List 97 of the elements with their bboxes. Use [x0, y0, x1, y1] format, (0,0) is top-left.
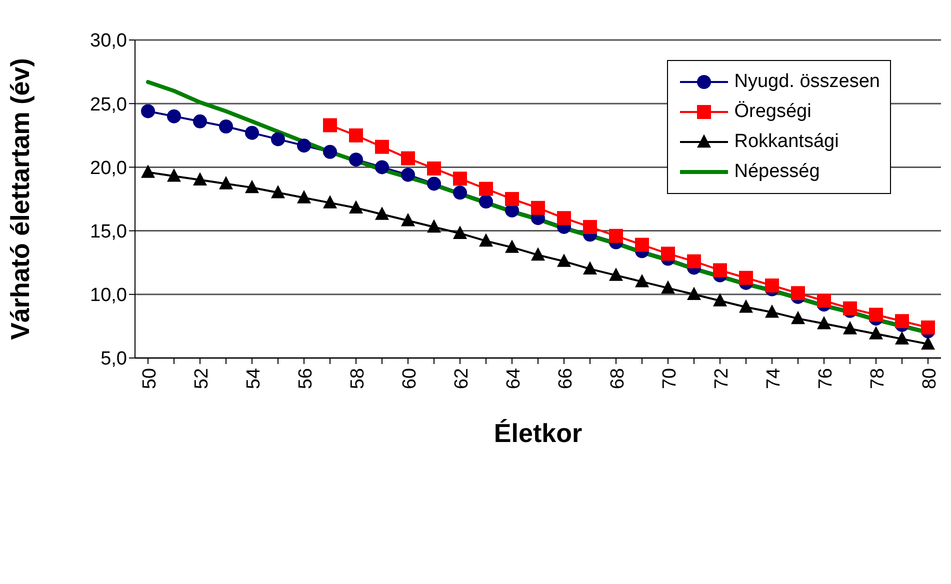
x-tick-label: 56: [295, 368, 316, 390]
point: [141, 104, 155, 118]
x-tick-label: 70: [659, 368, 680, 390]
point: [375, 160, 389, 174]
y-axis-title: Várható élettartam (év): [5, 58, 36, 340]
x-tick-label: 50: [139, 368, 160, 390]
point: [245, 126, 259, 140]
point: [635, 274, 649, 288]
point: [453, 226, 467, 239]
point: [167, 168, 181, 182]
x-tick-label: 58: [347, 368, 368, 390]
y-tick-label: 10,0: [90, 285, 127, 306]
point: [687, 286, 701, 300]
point: [427, 219, 441, 233]
x-tick-label: 78: [867, 368, 888, 390]
point: [453, 186, 467, 200]
point: [869, 326, 883, 340]
point: [765, 278, 779, 292]
point: [349, 152, 363, 167]
point: [193, 114, 207, 128]
point: [193, 172, 207, 186]
point: [713, 293, 727, 306]
point: [167, 109, 181, 124]
point: [817, 316, 831, 330]
point: [505, 192, 519, 206]
point: [869, 308, 883, 322]
point: [349, 200, 363, 214]
point: [661, 280, 675, 294]
point: [635, 238, 649, 252]
point: [141, 164, 155, 178]
point: [739, 299, 753, 313]
y-tick-label: 5,0: [100, 348, 127, 370]
point: [583, 261, 597, 275]
point: [765, 304, 779, 318]
x-tick-label: 74: [763, 368, 784, 390]
point: [531, 200, 545, 215]
legend-label: Nyugd. összesen: [734, 71, 880, 93]
point: [557, 254, 571, 267]
point: [323, 195, 337, 208]
point: [609, 268, 623, 281]
point: [921, 320, 935, 334]
legend-label: Népesség: [734, 161, 820, 183]
x-tick-label: 68: [607, 368, 628, 390]
point: [661, 246, 675, 261]
point: [791, 310, 805, 324]
point: [323, 118, 337, 132]
x-tick-label: 62: [451, 368, 472, 390]
x-tick-label: 60: [399, 368, 420, 390]
point: [219, 119, 233, 134]
x-tick-label: 64: [503, 368, 524, 390]
point: [843, 321, 857, 334]
point: [895, 331, 909, 345]
point: [479, 233, 493, 247]
point: [453, 172, 467, 186]
y-tick-label: 20,0: [90, 158, 127, 179]
x-tick-label: 72: [711, 368, 732, 390]
point: [219, 176, 233, 190]
point: [557, 211, 571, 226]
x-tick-label: 76: [815, 368, 836, 390]
point: [375, 140, 389, 154]
point: [479, 182, 493, 196]
point: [401, 168, 415, 182]
point: [375, 206, 389, 220]
point: [739, 270, 753, 285]
point: [401, 212, 415, 226]
x-tick-label: 54: [243, 368, 264, 390]
point: [479, 194, 493, 209]
point: [401, 151, 415, 166]
point: [895, 314, 909, 328]
point: [323, 144, 337, 159]
point: [843, 301, 857, 316]
point: [609, 228, 623, 243]
y-tick-label: 25,0: [90, 94, 127, 116]
legend-label: Rokkantsági: [734, 131, 839, 153]
point: [297, 138, 311, 153]
point: [583, 220, 597, 234]
x-axis-title: Életkor: [494, 418, 582, 448]
point: [427, 161, 441, 176]
point: [713, 263, 727, 278]
point: [791, 286, 805, 300]
legend-label: Öregségi: [734, 101, 812, 123]
point: [921, 336, 935, 350]
y-tick-label: 15,0: [90, 222, 127, 243]
point: [349, 128, 363, 142]
x-tick-label: 80: [919, 368, 940, 390]
point: [271, 132, 285, 146]
point: [297, 190, 311, 204]
point: [271, 184, 285, 198]
point: [505, 240, 519, 253]
point: [245, 180, 259, 194]
x-tick-label: 66: [555, 368, 576, 390]
y-tick-label: 30,0: [90, 30, 127, 52]
x-tick-label: 52: [191, 368, 212, 390]
point: [531, 247, 545, 261]
point: [427, 176, 441, 191]
point: [817, 294, 831, 308]
point: [687, 254, 701, 268]
